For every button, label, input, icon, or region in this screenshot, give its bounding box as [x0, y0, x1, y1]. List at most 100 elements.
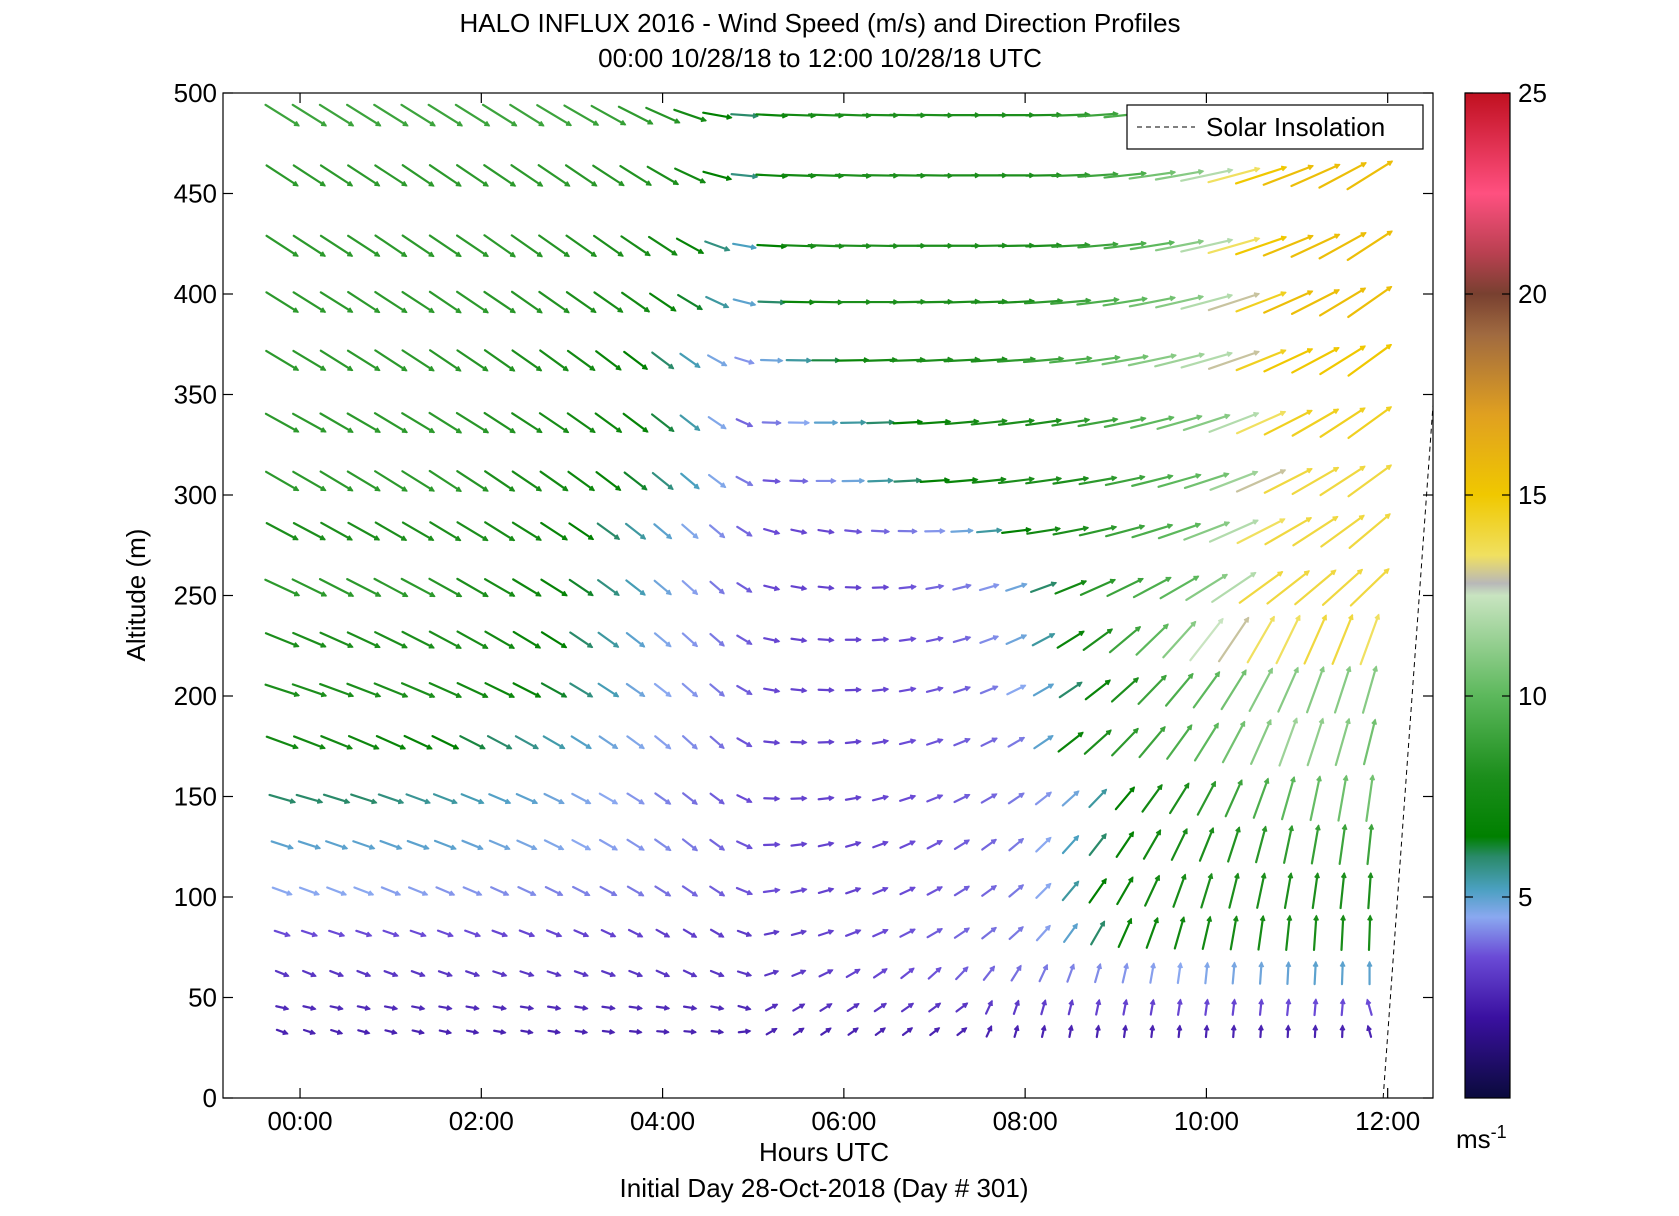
wind-arrow [322, 793, 351, 805]
wind-arrow-head [320, 427, 327, 433]
wind-arrow [1111, 727, 1139, 757]
wind-arrow-head [320, 485, 327, 492]
wind-arrow-shaft [790, 842, 807, 847]
wind-arrow-shaft [456, 290, 489, 314]
wind-arrow-shaft [431, 735, 459, 750]
wind-arrow [1142, 829, 1162, 860]
wind-arrow-shaft [919, 478, 950, 484]
wind-arrow-shaft [892, 420, 923, 425]
wind-arrow [1008, 926, 1024, 941]
wind-arrow-shaft [997, 300, 1035, 305]
legend-box [1126, 104, 1424, 150]
wind-arrow-head [1333, 347, 1340, 353]
wind-arrow-shaft [1180, 168, 1233, 182]
wind-arrow-head [1176, 1024, 1183, 1031]
wind-arrow-head [1266, 718, 1272, 726]
wind-arrow [757, 299, 787, 306]
wind-arrow [1005, 634, 1028, 646]
wind-arrow-shaft [655, 1005, 670, 1010]
wind-arrow [649, 292, 677, 312]
wind-arrow [1238, 571, 1284, 604]
wind-arrow-shaft [319, 470, 354, 492]
wind-arrow [1088, 877, 1107, 904]
wind-arrow-shaft [1166, 724, 1193, 760]
wind-arrow [601, 1004, 616, 1011]
wind-arrow-head [1140, 170, 1148, 177]
wind-arrow [538, 412, 570, 434]
wind-arrow-head [1165, 576, 1172, 583]
wind-arrow-head [310, 1005, 317, 1011]
wind-arrow [1306, 717, 1325, 767]
wind-arrow-shaft [1137, 674, 1167, 705]
wind-arrow-head [1167, 473, 1174, 480]
wind-arrow-head [1197, 169, 1205, 175]
wind-arrow [1101, 354, 1149, 366]
wind-arrow-head [915, 477, 923, 484]
wind-arrow-head [936, 840, 943, 846]
wind-arrow [1078, 475, 1118, 486]
wind-arrow-head [1279, 518, 1286, 524]
wind-arrow-shaft [1008, 838, 1024, 852]
wind-arrow-shaft [926, 738, 943, 746]
wind-arrow [955, 1002, 969, 1013]
wind-arrow-shaft [1035, 925, 1051, 942]
wind-arrow-shaft [1157, 523, 1201, 540]
wind-arrow-shaft [628, 969, 643, 977]
wind-arrow-head [456, 121, 464, 127]
wind-arrow-head [1099, 920, 1106, 927]
wind-arrow-shaft [1110, 677, 1139, 703]
wind-arrow-head [397, 798, 405, 805]
wind-arrow-head [374, 365, 381, 372]
wind-arrow [510, 290, 543, 314]
wind-arrow-head [990, 838, 998, 845]
wind-arrow-head [1045, 882, 1052, 889]
wind-arrow-shaft [1131, 474, 1173, 487]
wind-arrow [1031, 633, 1056, 647]
wind-arrow [872, 928, 889, 938]
wind-arrow-head [752, 173, 759, 180]
wind-arrow-shaft [645, 106, 680, 124]
wind-arrow [1079, 578, 1117, 596]
wind-arrow-head [482, 365, 489, 372]
wind-arrow-head [509, 486, 516, 492]
wind-arrow [382, 929, 400, 938]
wind-arrow [302, 969, 317, 978]
wind-arrow [645, 106, 681, 124]
wind-arrow-shaft [1077, 418, 1118, 428]
wind-arrow [1105, 524, 1146, 538]
wind-arrow-shaft [759, 358, 783, 362]
wind-arrow-head [1263, 777, 1270, 784]
wind-arrow-head [1157, 783, 1163, 791]
wind-arrow [654, 792, 672, 805]
wind-arrow-shaft [1077, 112, 1119, 118]
wind-arrow [431, 735, 460, 750]
wind-arrow [1166, 724, 1193, 760]
wind-arrow-head [1133, 677, 1140, 684]
wind-arrow-head [1333, 408, 1340, 414]
wind-arrow-head [1028, 476, 1036, 483]
wind-arrow-head [1371, 718, 1378, 725]
wind-arrow-head [750, 244, 758, 250]
wind-arrow-head [1162, 623, 1169, 630]
wind-arrow [1257, 914, 1266, 951]
wind-arrow [483, 290, 516, 314]
wind-arrow-shaft [1128, 296, 1176, 308]
wind-arrow-shaft [674, 167, 706, 184]
wind-arrow [1067, 999, 1075, 1016]
wind-arrow-head [1150, 962, 1156, 969]
wind-arrow [597, 631, 620, 648]
wind-arrow [1127, 353, 1177, 367]
wind-arrow-shaft [593, 291, 624, 313]
wind-arrow-shaft [566, 349, 596, 371]
wind-arrow-shaft [702, 170, 732, 181]
wind-arrow-shaft [1349, 568, 1390, 607]
wind-arrow [400, 577, 436, 598]
wind-arrow-shaft [356, 1005, 371, 1010]
wind-arrow-shaft [438, 1005, 452, 1010]
wind-arrow-shaft [329, 969, 344, 977]
wind-arrow-shaft [1292, 515, 1339, 547]
wind-arrow-shaft [1095, 999, 1101, 1016]
wind-arrow-shaft [736, 525, 753, 537]
wind-arrow [817, 528, 835, 535]
